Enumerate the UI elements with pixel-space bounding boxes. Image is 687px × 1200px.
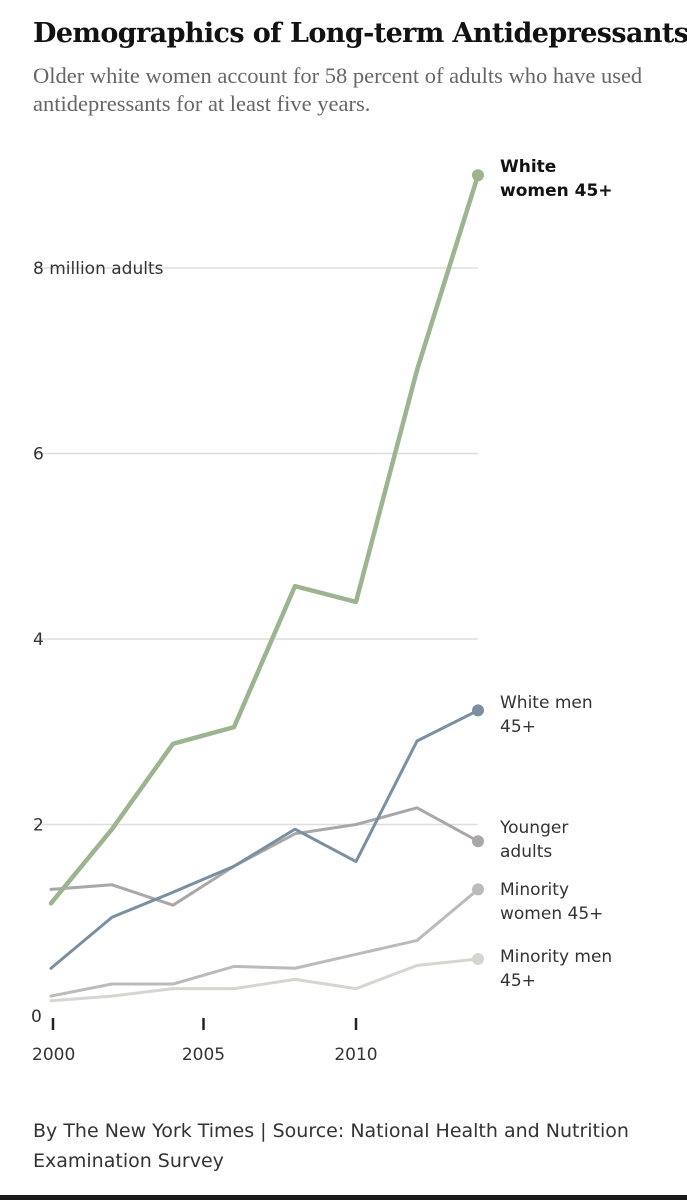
series-end-label: women 45+ (500, 904, 603, 924)
x-tick-label: 2000 (32, 1045, 75, 1065)
series-line (49, 887, 480, 998)
series-end-point (472, 835, 484, 848)
series-end-point (472, 704, 484, 717)
series-end-label: Younger (499, 818, 568, 838)
series-end-label: women 45+ (500, 181, 613, 201)
line-chart: 0 2 4 6 8 million adults 2000 2005 2010 White wo… (31, 157, 613, 1065)
chart-subtitle: Older white women account for 58 percent… (33, 63, 643, 116)
series-end-label: 45+ (500, 717, 536, 737)
series-end-label: White men (500, 693, 593, 713)
x-tick-label: 2010 (334, 1045, 377, 1065)
grid-layer (34, 267, 478, 826)
y-tick-label: 2 (33, 816, 44, 836)
series-layer (48, 169, 484, 1003)
source-credit: By The New York Times | Source: National… (33, 1120, 629, 1172)
x-tick-label: 2005 (182, 1045, 225, 1065)
series-end-point (472, 952, 484, 965)
series-end-point (472, 883, 484, 896)
series-end-label: Minority (500, 880, 569, 900)
series-end-point (472, 169, 484, 182)
series-end-label: adults (500, 842, 552, 862)
y-tick-label: 6 (33, 445, 44, 465)
label-layer: White women 45+ White men 45+ Younger adults M… (499, 157, 613, 991)
series-end-label: Minority men (500, 947, 612, 967)
bottom-divider (0, 1195, 687, 1200)
series-end-label: 45+ (500, 971, 536, 991)
series-line (49, 957, 480, 1003)
y-tick-label: 0 (31, 1007, 42, 1027)
y-tick-label: 8 million adults (33, 259, 164, 279)
y-tick-label: 4 (33, 630, 44, 650)
series-end-label: White (500, 157, 556, 177)
axis-layer: 0 2 4 6 8 million adults 2000 2005 2010 (31, 259, 378, 1065)
chart-title: Demographics of Long-term Antidepressant… (33, 18, 687, 49)
series-line (49, 806, 480, 907)
series-line (49, 708, 480, 970)
series-line (48, 173, 481, 906)
